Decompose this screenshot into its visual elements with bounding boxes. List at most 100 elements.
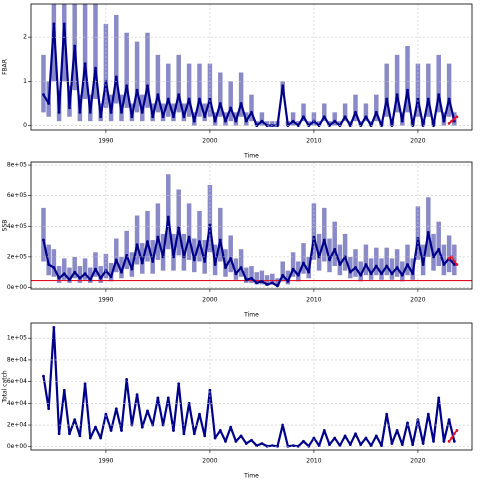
- point: [213, 119, 217, 123]
- point: [302, 261, 305, 265]
- point: [255, 281, 259, 285]
- point: [354, 110, 357, 114]
- point: [395, 93, 399, 97]
- point: [406, 263, 409, 266]
- point: [343, 255, 347, 259]
- point: [390, 442, 394, 445]
- point: [380, 124, 383, 127]
- point: [151, 260, 155, 263]
- point: [166, 97, 170, 101]
- point: [406, 88, 409, 92]
- point: [88, 278, 92, 282]
- point: [88, 110, 92, 114]
- plot-area: [31, 174, 472, 288]
- point: [369, 444, 373, 448]
- forecast-point: [452, 432, 456, 436]
- point: [452, 263, 456, 266]
- y-tick-label: 4e+04: [7, 400, 27, 407]
- point: [73, 44, 77, 48]
- point: [416, 97, 420, 101]
- point: [78, 276, 82, 280]
- point: [177, 226, 181, 230]
- point: [213, 263, 217, 266]
- series-line: [42, 215, 456, 288]
- point: [296, 273, 300, 277]
- point: [177, 382, 181, 386]
- point: [380, 272, 383, 276]
- point: [239, 102, 243, 105]
- point: [203, 115, 207, 119]
- point: [83, 272, 87, 276]
- point: [47, 102, 51, 105]
- point: [42, 93, 45, 97]
- point: [94, 66, 97, 70]
- point: [140, 425, 144, 429]
- y-tick-label: 1e+05: [7, 335, 27, 342]
- point: [73, 418, 77, 422]
- point: [177, 93, 181, 97]
- point: [52, 266, 56, 269]
- forecast-point: [455, 263, 459, 266]
- point: [244, 119, 248, 123]
- x-tick-label: 2010: [306, 458, 321, 465]
- point: [120, 110, 123, 114]
- point: [88, 436, 92, 440]
- x-tick-label: 2020: [410, 297, 425, 304]
- point: [437, 93, 441, 97]
- point: [156, 235, 160, 239]
- point: [114, 407, 118, 411]
- plot-frame: [30, 3, 473, 131]
- point: [432, 255, 435, 259]
- forecast-point: [452, 260, 456, 263]
- point: [291, 444, 295, 448]
- point: [338, 444, 342, 448]
- forecast-point: [447, 439, 451, 443]
- point: [437, 396, 441, 400]
- point: [406, 421, 409, 425]
- point: [447, 97, 451, 101]
- point: [250, 438, 253, 442]
- x-tick-label: 1990: [98, 138, 113, 145]
- point: [218, 429, 222, 432]
- point: [260, 442, 264, 445]
- point: [354, 266, 357, 269]
- point: [224, 439, 227, 443]
- point: [114, 75, 118, 79]
- point: [400, 273, 404, 277]
- point: [52, 22, 56, 26]
- point: [437, 247, 441, 251]
- point: [276, 284, 279, 288]
- forecast-line: [448, 116, 458, 124]
- x-tick-label: 2020: [410, 458, 425, 465]
- point: [218, 238, 222, 242]
- y-tick-label: 0e+00: [7, 284, 27, 291]
- point: [62, 388, 66, 392]
- point: [172, 429, 175, 432]
- point: [172, 115, 175, 119]
- point: [213, 436, 217, 440]
- point: [281, 84, 285, 88]
- point: [94, 267, 97, 271]
- point: [125, 84, 129, 88]
- point: [359, 443, 363, 446]
- point: [250, 276, 253, 280]
- point: [432, 439, 435, 443]
- point: [244, 442, 248, 445]
- plot-area: [42, 325, 459, 448]
- point: [78, 110, 82, 114]
- point: [312, 235, 316, 239]
- point: [333, 436, 337, 440]
- point: [328, 124, 331, 127]
- point: [385, 264, 389, 268]
- point: [322, 238, 326, 242]
- y-tick-label: 8e+04: [7, 356, 27, 363]
- point: [281, 423, 285, 427]
- point: [83, 62, 87, 66]
- point: [395, 429, 399, 432]
- point: [426, 97, 430, 101]
- point: [348, 270, 352, 274]
- point: [229, 256, 233, 260]
- point: [125, 378, 129, 381]
- point: [42, 374, 45, 378]
- point: [109, 429, 113, 432]
